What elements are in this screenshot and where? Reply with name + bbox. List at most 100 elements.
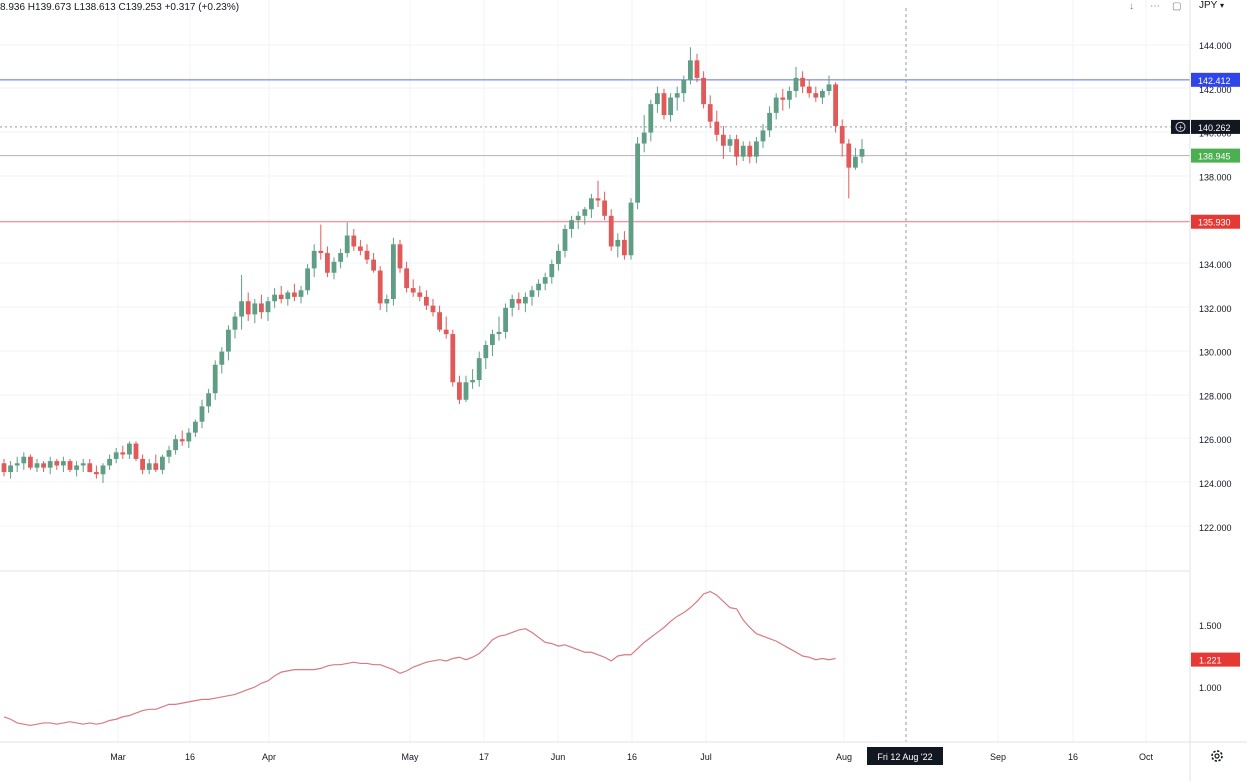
- crosshair-plus-glyph: +: [1178, 122, 1183, 132]
- candle-body: [305, 268, 310, 291]
- candle-body: [476, 358, 482, 381]
- candle-body: [575, 215, 581, 221]
- settings-icon[interactable]: [1211, 750, 1223, 762]
- candle-body: [298, 290, 304, 297]
- time-tick-label: 16: [627, 752, 637, 762]
- candle-body: [245, 301, 251, 315]
- candle-body: [503, 307, 508, 332]
- candle-body: [358, 246, 363, 251]
- candle-body: [589, 198, 594, 210]
- arrow-down-icon[interactable]: ↓: [1129, 1, 1134, 12]
- candle-body: [47, 461, 53, 468]
- candle-body: [430, 305, 436, 313]
- candle-body: [648, 104, 654, 133]
- candle-body: [760, 130, 766, 142]
- candle-body: [846, 143, 852, 168]
- candle-body: [179, 439, 185, 442]
- candle-body: [397, 244, 403, 269]
- candle-body: [384, 299, 390, 304]
- time-tick-label: Sep: [990, 752, 1006, 762]
- candle-body: [536, 283, 541, 291]
- candle-body: [516, 299, 522, 304]
- candle-body: [542, 277, 548, 284]
- currency-label: JPY: [1199, 0, 1218, 11]
- price-tick-label: 134.000: [1199, 260, 1232, 270]
- candle-body: [813, 93, 819, 98]
- candle-body: [410, 288, 416, 293]
- candle-body: [391, 244, 396, 300]
- candle-body: [820, 90, 825, 98]
- candle-body: [74, 465, 79, 470]
- candle-body: [655, 93, 660, 105]
- candle-body: [344, 235, 350, 254]
- candle-body: [787, 90, 792, 100]
- candle-body: [80, 463, 86, 466]
- settings-icon-teeth: [1211, 750, 1223, 762]
- candle-body: [199, 406, 205, 422]
- candle-body: [833, 84, 838, 127]
- time-tick-label: Apr: [262, 752, 276, 762]
- candle-body: [232, 316, 238, 330]
- ohlc-legend: 8.936 H139.673 L138.613 C139.253 +0.317 …: [0, 2, 240, 13]
- candle-body: [602, 200, 607, 216]
- price-tick-label: 142.000: [1199, 85, 1232, 95]
- candle-body: [41, 463, 46, 468]
- price-tick-label: 130.000: [1199, 348, 1232, 358]
- candle-body: [351, 235, 357, 247]
- candle-body: [364, 250, 370, 260]
- maximize-icon[interactable]: ⋯: [1150, 1, 1160, 12]
- fullscreen-icon[interactable]: ▢: [1172, 1, 1182, 12]
- candle-body: [694, 60, 700, 78]
- candle-body: [219, 351, 225, 365]
- candle-body: [377, 270, 383, 304]
- candle-body: [615, 239, 621, 247]
- candle-body: [311, 250, 317, 269]
- candle-body: [529, 290, 535, 297]
- candle-body: [714, 121, 720, 135]
- candle-body: [839, 126, 845, 144]
- candle-body: [628, 202, 634, 256]
- candle-body: [166, 450, 172, 457]
- time-tick-label: Jul: [700, 752, 712, 762]
- price-label-text: 138.945: [1198, 152, 1231, 162]
- indicator-tick-label: 1.500: [1199, 621, 1222, 631]
- candle-body: [338, 253, 343, 262]
- currency-selector[interactable]: JPY ▾: [1199, 0, 1224, 11]
- candle-body: [252, 303, 258, 315]
- candle-body: [721, 134, 726, 146]
- candle-body: [265, 301, 271, 313]
- candle-body: [193, 421, 198, 433]
- candle-body: [1, 463, 7, 473]
- candle-body: [94, 472, 99, 475]
- candle-body: [160, 456, 165, 470]
- price-tick-label: 124.000: [1199, 479, 1232, 489]
- candle-body: [595, 198, 601, 201]
- candle-body: [28, 456, 33, 468]
- candle-body: [417, 292, 423, 297]
- candle-body: [641, 132, 647, 144]
- candle-body: [780, 97, 786, 100]
- candle-body: [325, 253, 330, 273]
- price-tick-label: 128.000: [1199, 391, 1232, 401]
- candle-body: [523, 296, 528, 304]
- candle-body: [153, 463, 159, 470]
- price-label-text: 135.930: [1198, 218, 1231, 228]
- candle-body: [206, 393, 211, 407]
- candle-body: [635, 143, 640, 203]
- candle-body: [133, 443, 139, 459]
- candle-body: [661, 93, 667, 116]
- candle-body: [61, 461, 66, 466]
- candle-body: [490, 334, 495, 346]
- price-label-text: 140.262: [1198, 123, 1231, 133]
- candle-body: [285, 292, 291, 300]
- candle-body: [569, 220, 574, 229]
- candle-body: [443, 329, 449, 335]
- candle-body: [853, 156, 858, 168]
- price-label-blue: [1191, 72, 1240, 87]
- price-tick-label: 144.000: [1199, 41, 1232, 51]
- candle-body: [496, 331, 502, 335]
- candle-body: [120, 452, 126, 455]
- candle-body: [463, 382, 469, 400]
